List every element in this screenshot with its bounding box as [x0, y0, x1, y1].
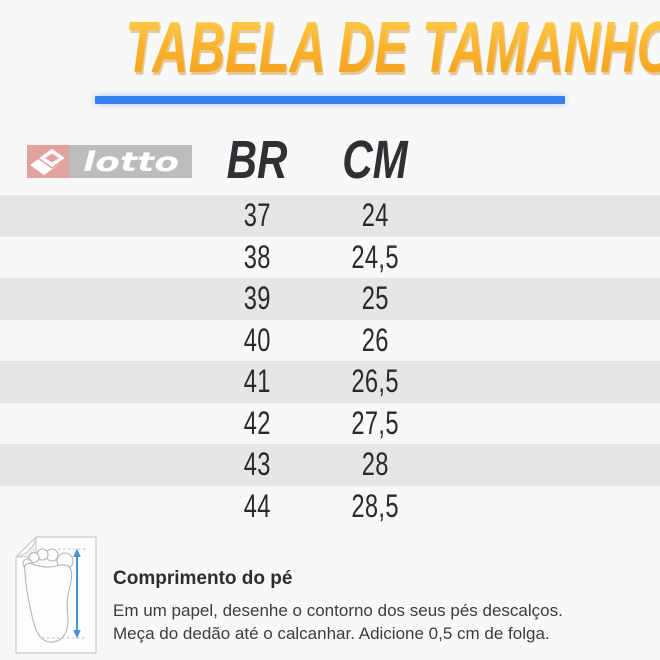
cm-size-cell: 27,5	[351, 404, 399, 441]
table-row: 42 27,5	[0, 403, 660, 445]
br-size-cell: 38	[243, 238, 271, 275]
br-size-cell: 42	[243, 404, 271, 441]
cm-size-cell: 28,5	[351, 487, 399, 524]
title-underline-rule	[95, 96, 565, 104]
instructions-line: Em um papel, desenhe o contorno dos seus…	[113, 601, 563, 620]
br-size-cell: 39	[243, 280, 271, 317]
measure-guide-lines	[42, 548, 86, 639]
lotto-logo-icon: lotto	[27, 145, 192, 178]
instructions-line: Meça do dedão até o calcanhar. Adicione …	[113, 624, 550, 643]
measure-arrow	[73, 548, 81, 639]
page-title: TABELA DE TAMANHOS	[0, 12, 660, 84]
column-header-cm: CM	[342, 130, 408, 190]
size-table: 37 24 38 24,5 39 25 40 26 41 26,5 42 27,…	[0, 195, 660, 527]
table-row: 41 26,5	[0, 361, 660, 403]
instructions-heading: Comprimento do pé	[113, 568, 293, 589]
br-size-cell: 43	[243, 446, 271, 483]
table-row: 43 28	[0, 444, 660, 486]
table-row: 38 24,5	[0, 237, 660, 279]
br-size-cell: 44	[243, 487, 271, 524]
table-row: 44 28,5	[0, 486, 660, 528]
table-row: 39 25	[0, 278, 660, 320]
column-header-br: BR	[226, 130, 288, 190]
table-row: 37 24	[0, 195, 660, 237]
cm-size-cell: 26	[361, 321, 389, 358]
br-size-cell: 40	[243, 321, 271, 358]
lotto-logo: lotto	[27, 145, 192, 178]
foot-sole-outline	[23, 562, 73, 643]
cm-size-cell: 26,5	[351, 363, 399, 400]
cm-size-cell: 24	[361, 197, 389, 234]
table-row: 40 26	[0, 320, 660, 362]
page-title-text: TABELA DE TAMANHOS	[125, 12, 660, 84]
cm-size-cell: 25	[361, 280, 389, 317]
lotto-wordmark: lotto	[83, 147, 179, 178]
cm-size-cell: 24,5	[351, 238, 399, 275]
measurement-instructions: Comprimento do pé Em um papel, desenhe o…	[113, 568, 653, 645]
br-size-cell: 41	[243, 363, 271, 400]
cm-size-cell: 28	[361, 446, 389, 483]
br-size-cell: 37	[243, 197, 271, 234]
foot-measure-icon	[14, 535, 98, 660]
foot-measure-diagram	[15, 536, 97, 654]
